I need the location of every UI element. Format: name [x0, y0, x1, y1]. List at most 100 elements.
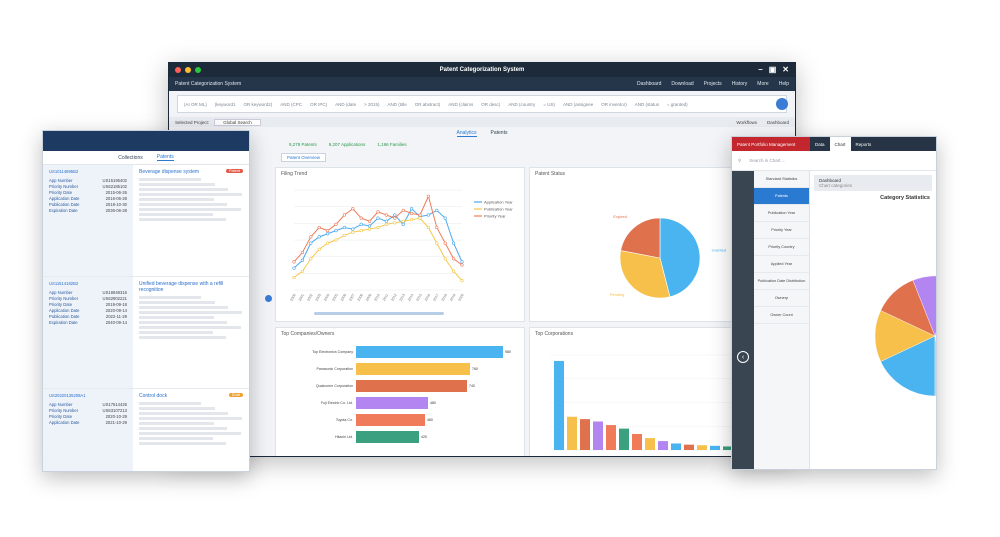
maximize-dot[interactable]: [195, 67, 201, 73]
data-point: [351, 207, 355, 211]
record-field: Publication Date 2018-10-30: [49, 202, 127, 208]
tab-chart[interactable]: Chart: [829, 137, 851, 151]
top-owners-chart: Top Electronics Company 980 Panasonic Corp…: [312, 346, 511, 443]
x-tick-label: 2014: [407, 293, 414, 302]
tab-reports[interactable]: Reports: [855, 141, 872, 147]
data-point: [460, 279, 464, 283]
category-menu-item[interactable]: Applied Year: [754, 256, 809, 273]
toolbar-item[interactable]: Download: [671, 81, 694, 87]
record-field: App Number US15195402: [49, 178, 127, 184]
category-chart-title: Category Statistics: [880, 195, 930, 201]
window-title: Patent Categorization System: [439, 67, 525, 73]
toolbar-item[interactable]: Projects: [703, 81, 722, 87]
category-menu-item[interactable]: Patents: [754, 188, 809, 205]
category-menu-item[interactable]: Priority Country: [754, 239, 809, 256]
close-dot[interactable]: [175, 67, 181, 73]
window-controls[interactable]: [175, 67, 201, 73]
bar: [356, 414, 425, 426]
category-menu-item[interactable]: Publication Date Distribution: [754, 273, 809, 290]
text-line: [139, 198, 214, 201]
category-menu-item[interactable]: Priority Year: [754, 222, 809, 239]
patent-record[interactable]: US20220135208A1 App Number US17514426 Prior…: [43, 389, 249, 471]
tab-data[interactable]: Data: [815, 141, 825, 147]
query-token: OR IPC): [310, 101, 328, 107]
text-line: [139, 311, 242, 314]
field-value: 2016-06-28: [105, 196, 127, 201]
close-icon[interactable]: ✕: [782, 65, 789, 74]
tab-analytics[interactable]: Analytics: [456, 129, 477, 137]
bar-value-label: 740: [469, 384, 475, 388]
data-point: [359, 222, 363, 226]
toolbar-item[interactable]: History: [731, 81, 748, 87]
pie-slice: [619, 250, 671, 299]
record-title[interactable]: Unified beverage dispense with a refill …: [139, 281, 224, 293]
overview-filter-button[interactable]: Patent Overview: [281, 153, 327, 162]
data-point: [384, 219, 388, 223]
dashboard-button[interactable]: Dashboard: [766, 119, 789, 125]
top-corps-title: Top Corporations: [535, 331, 574, 337]
data-point: [376, 216, 380, 220]
text-line: [139, 336, 227, 339]
data-point: [384, 213, 388, 217]
record-title[interactable]: Beverage dispense system: [139, 169, 200, 175]
field-value: US62185102: [102, 184, 127, 189]
collapse-handle[interactable]: [265, 295, 272, 302]
chart-search[interactable]: ⚲ Search in Chart ...: [732, 151, 936, 171]
record-id[interactable]: US10114895B2: [49, 169, 79, 174]
patent-record[interactable]: US11514182B2 App Number US16948316 Priority…: [43, 277, 249, 389]
x-tick-label: 2000: [289, 293, 296, 302]
field-label: Priority Number: [49, 184, 79, 189]
data-point: [443, 241, 447, 245]
tab-patents[interactable]: Patents: [490, 130, 508, 136]
bar: [619, 428, 629, 450]
status-title: Patent Status: [535, 171, 566, 177]
field-value: US63107213: [102, 408, 127, 413]
view-tabs: Analytics Patents: [169, 127, 795, 139]
bar: [606, 425, 616, 450]
pie-slice: [880, 335, 936, 397]
workflows-button[interactable]: Workflows: [736, 119, 757, 125]
category-menu-item[interactable]: Standard Statistics: [754, 171, 809, 188]
data-point: [452, 241, 456, 245]
stat-chip: 1,196 Families: [377, 141, 407, 147]
selected-project-select[interactable]: Global Search: [214, 118, 261, 126]
toolbar-item[interactable]: More: [757, 81, 769, 87]
bar-category-label: Hitachi Ltd.: [335, 435, 353, 439]
restore-icon[interactable]: ▣: [768, 65, 777, 74]
data-point: [292, 260, 296, 264]
filing-trend-title: Filing Trend: [281, 171, 308, 177]
chart-search-input[interactable]: Search in Chart ...: [749, 158, 786, 163]
category-menu-item[interactable]: Publication Year: [754, 205, 809, 222]
record-id[interactable]: US20220135208A1: [49, 393, 86, 398]
field-label: Expiration Date: [49, 320, 78, 325]
data-point: [359, 216, 363, 220]
x-tick-label: 2013: [399, 293, 406, 302]
query-token: OR keyword2): [243, 101, 273, 107]
patent-record[interactable]: US10114895B2 App Number US15195402 Priority…: [43, 165, 249, 277]
search-go-button[interactable]: [776, 98, 788, 110]
record-title[interactable]: Control dock: [139, 393, 168, 399]
data-point: [317, 235, 321, 239]
category-menu-item[interactable]: Owner Count: [754, 307, 809, 324]
category-pie-chart: [874, 275, 936, 397]
tab-collections[interactable]: Collections: [118, 154, 143, 161]
toolbar-item[interactable]: Help: [778, 81, 789, 87]
query-search-bar[interactable]: (AI OR ML) (keyword1 OR keyword2) AND (CPC O…: [177, 95, 788, 113]
record-field: Priority Date 2020-10-29: [49, 414, 127, 420]
bar: [356, 431, 419, 443]
data-point: [292, 275, 296, 280]
record-id[interactable]: US11514182B2: [49, 281, 79, 286]
minimize-dot[interactable]: [185, 67, 191, 73]
stats-row: 9,279 Patents 9,207 Applications 1,196 Fam…: [169, 139, 795, 149]
chevron-left-icon[interactable]: ‹: [737, 351, 749, 363]
field-value: US15195402: [102, 178, 127, 183]
toolbar-item[interactable]: Dashboard: [636, 81, 662, 87]
data-point: [410, 218, 414, 222]
data-point: [334, 222, 338, 226]
tab-patents-list[interactable]: Patents: [156, 154, 174, 161]
minimize-icon[interactable]: –: [758, 65, 763, 74]
pie-slice: [620, 217, 661, 259]
category-menu: Standard Statistics Patents Publication Ye…: [754, 171, 810, 469]
category-menu-item[interactable]: Ownerp: [754, 290, 809, 307]
x-tick-label: 2007: [348, 293, 355, 302]
